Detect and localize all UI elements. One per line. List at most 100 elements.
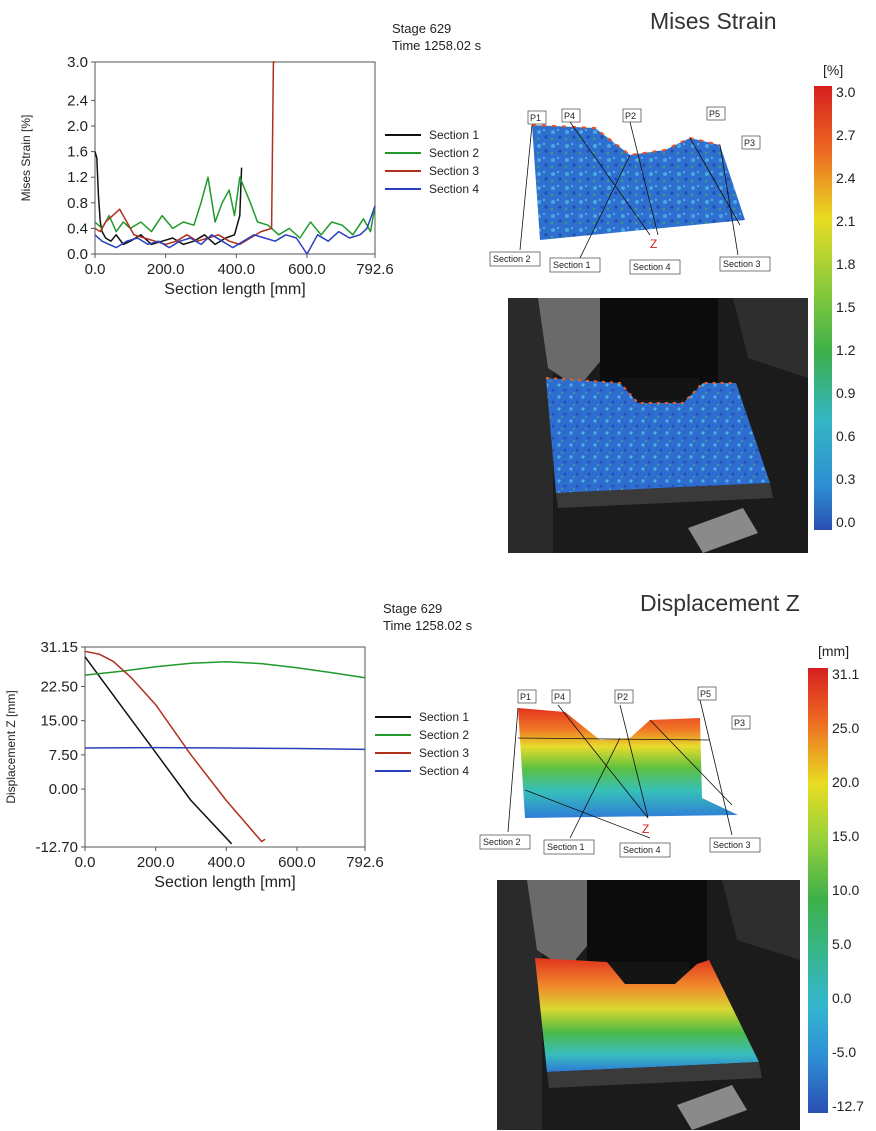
time-label: Time 1258.02 s: [383, 618, 473, 633]
legend-label: Section 2: [419, 728, 469, 742]
specimen-surface: [532, 125, 745, 240]
section-label-1: Section 1: [553, 260, 591, 270]
x-tick-label: 400.0: [218, 261, 256, 278]
z-axis-label: Z: [650, 237, 657, 251]
colorbar-tick-label: 5.0: [832, 936, 852, 952]
colorbar-tick-label: 0.3: [836, 471, 856, 487]
colorbar-tick-label: 1.8: [836, 256, 856, 272]
x-tick-label: 0.0: [85, 261, 106, 278]
y-tick-label: -12.70: [35, 839, 78, 856]
section-label-4: Section 4: [623, 845, 661, 855]
mises-strain-section-map: Z P1 P4 P2 P5 P3 Section 2 Section 1 Sec…: [489, 106, 771, 275]
stage-label: Stage 629: [392, 21, 452, 36]
y-axis-label: Displacement Z [mm]: [4, 690, 18, 803]
displacement-z-colorbar: [808, 668, 828, 1113]
point-label-p5: P5: [709, 109, 720, 119]
colorbar-tick-label: 2.7: [836, 127, 856, 143]
colorbar-tick-label: 15.0: [832, 828, 860, 844]
colorbar-tick-label: 0.0: [832, 990, 852, 1006]
series-line-section-1: [84, 656, 233, 845]
mises-strain-colorbar: [814, 86, 832, 530]
y-tick-label: 31.15: [40, 639, 78, 656]
colorbar-tick-label: 25.0: [832, 720, 860, 736]
point-label-p3: P3: [744, 138, 755, 148]
series-line-section-4: [94, 205, 376, 255]
x-tick-label: 200.0: [137, 854, 175, 871]
legend-label: Section 4: [419, 764, 469, 778]
y-tick-label: 1.2: [67, 169, 88, 186]
x-axis-label: Section length [mm]: [164, 281, 305, 298]
colorbar-unit: [mm]: [818, 643, 850, 659]
colorbar-tick-label: 0.0: [836, 514, 856, 530]
x-tick-label: 0.0: [75, 854, 96, 871]
point-label-p3: P3: [734, 718, 745, 728]
legend-label: Section 3: [419, 746, 469, 760]
colorbar-tick-label: 1.5: [836, 299, 856, 315]
colorbar-tick-label: 0.9: [836, 385, 856, 401]
displacement-z-section-map: Z P1 P4 P2 P5 P3 Section 2 Section 1 Sec…: [479, 686, 761, 858]
series-line-section-2: [84, 661, 366, 679]
colorbar-tick-label: 2.4: [836, 170, 856, 186]
legend-label: Section 4: [429, 182, 479, 196]
legend-label: Section 1: [429, 128, 479, 142]
section-label-4: Section 4: [633, 262, 671, 272]
y-axis-label: Mises Strain [%]: [19, 115, 33, 202]
colorbar-tick-label: 2.1: [836, 213, 856, 229]
y-tick-label: 0.00: [49, 781, 78, 798]
mises-strain-line-chart: 0.0 200.0 400.0 600.0 792.6 0.0 0.4 0.8 1.2 1.6 2.…: [19, 54, 479, 298]
colorbar-tick-label: -12.7: [832, 1098, 864, 1114]
section-label-3: Section 3: [713, 840, 751, 850]
colorbar-tick-label: 1.2: [836, 342, 856, 358]
panel-title-mises-strain: Mises Strain: [650, 8, 777, 34]
legend-label: Section 2: [429, 146, 479, 160]
time-label: Time 1258.02 s: [392, 38, 482, 53]
point-label-p5: P5: [700, 689, 711, 699]
stage-info: Stage 629 Time 1258.02 s: [392, 20, 481, 54]
y-tick-label: 0.0: [67, 246, 88, 263]
z-axis-label: Z: [642, 822, 649, 836]
colorbar-tick-label: 20.0: [832, 774, 860, 790]
x-axis-label: Section length [mm]: [154, 874, 295, 891]
displacement-z-line-chart: 0.0 200.0 400.0 600.0 792.6 31.15 22.50 15.00 7.…: [4, 639, 469, 891]
point-label-p2: P2: [625, 111, 636, 121]
y-tick-label: 15.00: [40, 713, 78, 730]
y-tick-label: 2.0: [67, 118, 88, 135]
section-label-2: Section 2: [493, 254, 531, 264]
colorbar-tick-label: 31.1: [832, 666, 860, 682]
panel-title-displacement-z: Displacement Z: [640, 590, 800, 616]
y-tick-label: 0.8: [67, 195, 88, 212]
colorbar-tick-label: 0.6: [836, 428, 856, 444]
y-tick-label: 22.50: [40, 678, 78, 695]
point-label-p1: P1: [520, 692, 531, 702]
legend-label: Section 1: [419, 710, 469, 724]
series-line-section-3: [84, 650, 266, 843]
x-tick-label: 400.0: [208, 854, 246, 871]
y-tick-label: 1.6: [67, 144, 88, 161]
y-tick-label: 7.50: [49, 747, 78, 764]
series-line-section-4: [84, 746, 366, 751]
x-tick-label: 792.6: [356, 261, 394, 278]
legend-label: Section 3: [429, 164, 479, 178]
specimen-photo-mises-strain: [508, 298, 808, 553]
y-tick-label: 3.0: [67, 54, 88, 71]
point-label-p2: P2: [617, 692, 628, 702]
series-line-section-2: [94, 176, 376, 239]
specimen-photo-displacement-z: [497, 880, 800, 1130]
colorbar-tick-label: 10.0: [832, 882, 860, 898]
plot-area: [84, 646, 366, 848]
colorbar-unit: [%]: [823, 62, 844, 78]
x-tick-label: 200.0: [147, 261, 185, 278]
section-label-3: Section 3: [723, 259, 761, 269]
colorbar-tick-label: 3.0: [836, 84, 856, 100]
point-label-p1: P1: [530, 113, 541, 123]
x-tick-label: 792.6: [346, 854, 384, 871]
x-tick-label: 600.0: [278, 854, 316, 871]
section-label-1: Section 1: [547, 842, 585, 852]
y-tick-label: 2.4: [67, 92, 88, 109]
stage-info: Stage 629 Time 1258.02 s: [383, 600, 472, 634]
point-label-p4: P4: [564, 111, 575, 121]
section-label-2: Section 2: [483, 837, 521, 847]
x-tick-label: 600.0: [288, 261, 326, 278]
stage-label: Stage 629: [383, 601, 443, 616]
specimen-surface: [518, 708, 738, 818]
